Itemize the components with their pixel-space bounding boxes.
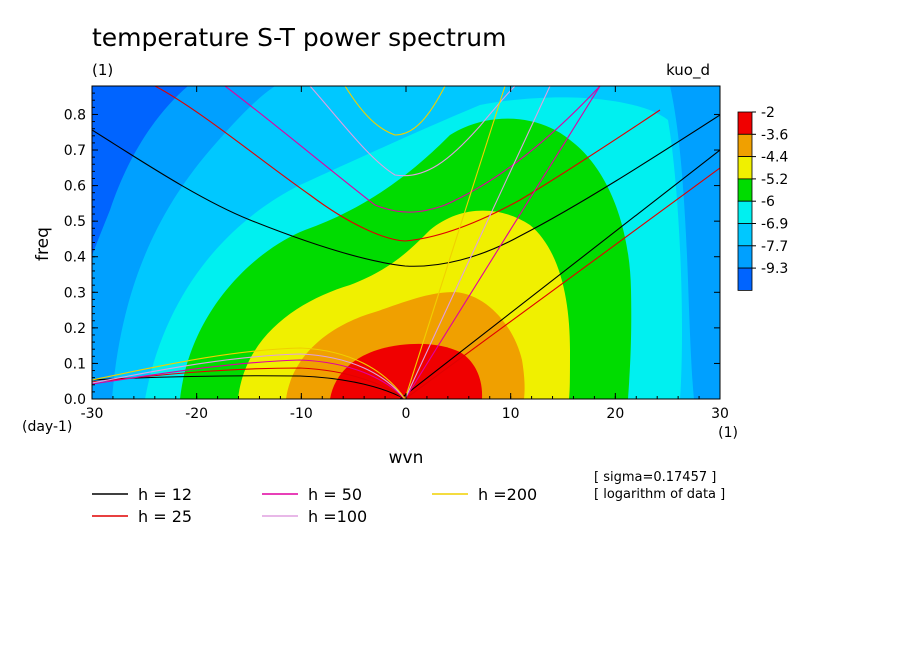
curve-h12-gravity — [92, 114, 720, 267]
legend-label: h =200 — [478, 485, 537, 504]
subtitle-left: (1) — [92, 61, 113, 79]
y-tick-label: 0.5 — [64, 214, 86, 230]
colorbar: -2 -3.6 -4.4 -5.2 -6 -6.9 -7.7 -9.3 — [737, 105, 788, 291]
colorbar-label: -5.2 — [761, 172, 788, 188]
colorbar-swatch — [737, 156, 753, 180]
y-axis-label: freq — [33, 227, 53, 261]
curve-h200-gravity — [344, 86, 446, 136]
y-tick-label: 0.4 — [64, 250, 86, 266]
curve-h25-kelvin — [404, 167, 720, 399]
y-tick-label: 0.1 — [64, 356, 86, 372]
colorbar-label: -4.4 — [761, 150, 788, 166]
y-tick-label: 0.3 — [64, 285, 86, 301]
colorbar-label: -2 — [761, 105, 775, 121]
x-tick-label: 10 — [502, 406, 520, 422]
y-tick-label: 0.6 — [64, 179, 86, 195]
curve-h50-gravity — [224, 86, 601, 213]
colorbar-label: -6 — [761, 194, 775, 210]
colorbar-swatch — [737, 223, 753, 247]
note-logarithm: [ logarithm of data ] — [594, 487, 725, 502]
legend: h = 12 h = 25 h = 50 h =100 h =200 — [92, 485, 537, 526]
band-level-0 — [92, 86, 188, 256]
curve-h25-gravity — [154, 86, 661, 242]
colorbar-label: -6.9 — [761, 217, 788, 233]
colorbar-label: -7.7 — [761, 239, 788, 255]
curve-h50-kelvin — [404, 86, 601, 399]
x-tick-label: -30 — [81, 406, 104, 422]
chart-title: temperature S-T power spectrum — [92, 23, 506, 52]
x-axis: -30 -20 -10 0 10 20 30 — [81, 86, 729, 422]
colorbar-swatch — [737, 178, 753, 202]
y-tick-label: 0.0 — [64, 392, 86, 408]
y-tick-label: 0.2 — [64, 321, 86, 337]
curve-h50-rossby — [92, 359, 406, 399]
curve-h200-kelvin — [404, 86, 506, 399]
x-tick-label: -10 — [290, 406, 313, 422]
y-tick-label: 0.7 — [64, 143, 86, 159]
curve-h12-kelvin — [399, 149, 720, 399]
x-tick-label: 20 — [606, 406, 624, 422]
x-unit-label: (1) — [718, 425, 738, 441]
curve-h200-rossby — [92, 347, 406, 399]
plot-area — [92, 86, 720, 399]
colorbar-swatch — [737, 200, 753, 224]
y-tick-label: 0.8 — [64, 107, 86, 123]
note-sigma: [ sigma=0.17457 ] — [594, 470, 716, 485]
colorbar-swatch — [737, 133, 753, 158]
legend-label: h = 25 — [138, 507, 192, 526]
colorbar-label: -3.6 — [761, 127, 788, 143]
legend-label: h = 50 — [308, 485, 362, 504]
x-axis-label: wvn — [389, 448, 424, 468]
curve-h100-gravity — [309, 86, 516, 177]
y-unit-label: (day-1) — [22, 419, 72, 435]
colorbar-label: -9.3 — [761, 261, 788, 277]
legend-label: h = 12 — [138, 485, 192, 504]
x-tick-label: 0 — [402, 406, 411, 422]
subtitle-right: kuo_d — [666, 61, 710, 80]
curve-h100-kelvin — [404, 86, 551, 399]
curve-h12-rossby — [92, 375, 406, 399]
y-axis: 0.0 0.1 0.2 0.3 0.4 0.5 0.6 0.7 0.8 — [64, 85, 720, 408]
x-tick-label: 30 — [711, 406, 729, 422]
colorbar-swatch — [737, 111, 753, 135]
x-tick-label: -20 — [185, 406, 208, 422]
colorbar-swatch — [737, 245, 753, 269]
legend-label: h =100 — [308, 507, 367, 526]
curve-h100-rossby — [92, 353, 406, 399]
colorbar-swatch — [737, 267, 753, 291]
